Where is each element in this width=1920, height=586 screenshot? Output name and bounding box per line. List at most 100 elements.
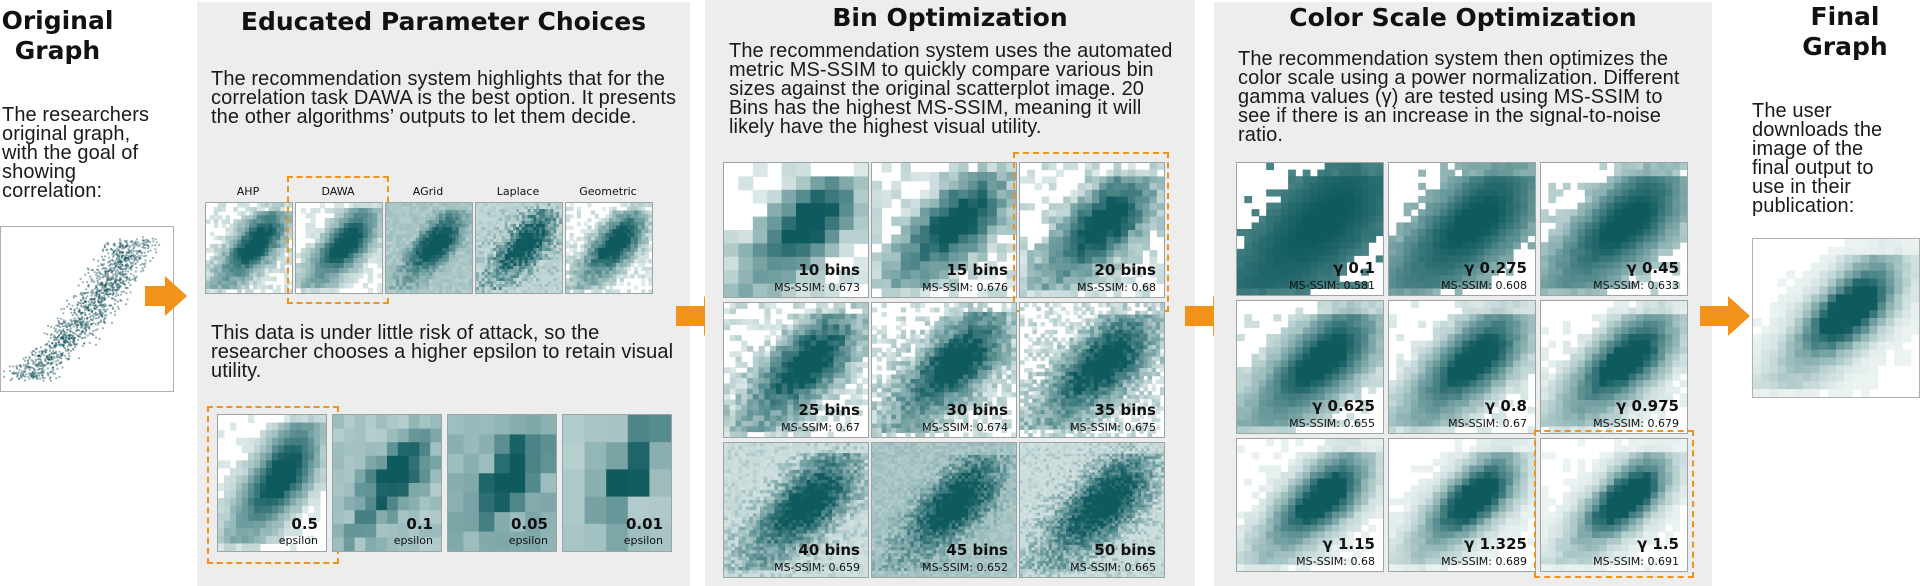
heatmap-cell (872, 180, 883, 191)
heatmap-cell (412, 261, 417, 266)
heatmap-cell (402, 216, 407, 221)
scatter-point (115, 288, 118, 291)
heatmap-cell (752, 283, 768, 297)
heatmap-cell (527, 257, 531, 261)
scatter-point (109, 262, 113, 265)
heatmap-cell (272, 276, 277, 282)
heatmap-cell (435, 265, 440, 270)
scatter-point (138, 243, 141, 246)
heatmap-cell (425, 258, 430, 263)
scatter-point (66, 348, 69, 351)
heatmap-cell (395, 268, 400, 273)
heatmap-cell (580, 281, 585, 286)
heatmap-cell (339, 278, 345, 284)
heatmap-cell (252, 231, 258, 237)
heatmap-cell (353, 268, 359, 274)
heatmap-cell (478, 236, 483, 240)
heatmap-cell (591, 289, 596, 293)
heatmap-cell (260, 272, 266, 278)
heatmap-cell (218, 505, 225, 514)
scatter-point (146, 250, 150, 253)
heatmap-cell (233, 268, 238, 274)
scatter-point (23, 375, 27, 378)
scatter-point (125, 245, 128, 248)
scatter-point (72, 338, 75, 341)
heatmap-cell (1048, 236, 1057, 244)
heatmap-cell (455, 230, 460, 235)
heatmap-cell (530, 206, 534, 210)
heatmap-cell (288, 248, 292, 253)
heatmap-cell (493, 269, 497, 273)
heatmap-cell (550, 236, 554, 240)
scatter-point (67, 358, 70, 361)
heatmap-cell (213, 219, 219, 224)
scatter-point (30, 373, 33, 376)
scatter-point (38, 367, 41, 370)
heatmap-cell (796, 163, 811, 177)
scatter-point (69, 327, 72, 330)
scatter-point (130, 240, 133, 243)
scatter-point (123, 273, 126, 276)
heatmap-cell (641, 259, 646, 264)
heatmap-cell (530, 254, 534, 258)
scatter-point (39, 377, 42, 380)
scatter-point (31, 366, 34, 369)
heatmap-cell (415, 220, 420, 225)
scatter-point (101, 306, 104, 309)
heatmap-cell (392, 286, 397, 291)
heatmap-cell (445, 286, 450, 291)
heatmap-cell (612, 210, 617, 215)
heatmap-cell (591, 270, 596, 275)
heatmap-cell (419, 289, 423, 293)
heatmap-cell (272, 460, 279, 469)
heatmap-cell (343, 228, 350, 234)
heatmap-cell (513, 209, 517, 213)
heatmap-cell (644, 229, 649, 234)
heatmap-cell (504, 290, 509, 293)
heatmap-cell (252, 207, 258, 212)
heatmap-cell (284, 272, 289, 278)
heatmap-cell (458, 216, 463, 221)
scatter-point (87, 291, 90, 294)
heatmap-cell (264, 239, 270, 245)
heatmap-cell (490, 233, 494, 237)
scatter-point (134, 262, 138, 265)
scatter-point (79, 335, 82, 338)
scatter-point (80, 326, 83, 329)
heatmap-cell (900, 279, 911, 289)
heatmap-cell (435, 237, 440, 242)
scatter-point (66, 340, 69, 344)
scatter-point (89, 315, 92, 319)
heatmap-cell (386, 251, 390, 256)
scatter-point (129, 256, 132, 259)
heatmap-cell (288, 288, 292, 293)
heatmap-cell (264, 227, 270, 233)
heatmap-cell (550, 281, 554, 285)
heatmap-cell (516, 275, 520, 279)
heatmap-cell (399, 227, 404, 232)
heatmap-cell (476, 224, 480, 228)
heatmap-cell (376, 442, 388, 457)
scatter-point (97, 294, 100, 297)
heatmap-cell (1084, 263, 1093, 271)
heatmap-cell (376, 523, 388, 538)
scatter-point (132, 274, 135, 277)
scatter-point (109, 263, 112, 266)
scatter-point (118, 265, 121, 268)
heatmap-cell (252, 215, 258, 220)
heatmap-cell (339, 238, 345, 244)
heatmap-cell (448, 237, 453, 242)
heatmap-cell (648, 270, 652, 275)
heatmap-cell (399, 237, 404, 242)
heatmap-cell (367, 238, 373, 244)
scatter-point (79, 318, 82, 321)
heatmap-cell (648, 210, 652, 215)
heatmap-cell (958, 225, 969, 235)
heatmap-cell (296, 498, 303, 507)
heatmap-cell (221, 288, 227, 293)
heatmap-cell (256, 276, 262, 282)
heatmap-cell (550, 260, 554, 264)
heatmap-cell (504, 203, 509, 207)
heatmap-cell (1063, 163, 1071, 171)
heatmap-cell (358, 218, 364, 224)
